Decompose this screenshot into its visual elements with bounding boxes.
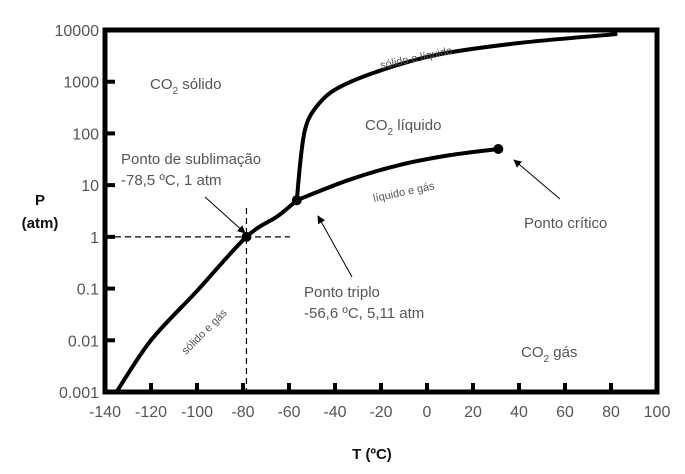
curve-label-solid-gas: sólido e gás	[180, 307, 230, 357]
x-tick-label: -40	[323, 404, 346, 421]
triple-arrow	[317, 215, 353, 278]
x-tick-label: 60	[556, 404, 574, 421]
region-gas-label: CO2 gás	[521, 344, 577, 365]
x-tick-label: -120	[135, 404, 167, 421]
x-tick-label: -140	[89, 404, 121, 421]
sublimation-point-marker	[241, 231, 252, 242]
x-tick-label: 80	[602, 404, 620, 421]
y-tick-label: 1	[90, 230, 99, 247]
phase-boundary-2	[294, 146, 501, 203]
curve-label-liquid-gas: líquido e gás	[372, 180, 436, 205]
critical-point-marker	[493, 143, 504, 154]
y-tick-label: 0.01	[68, 333, 99, 350]
critical-annotation-title: Ponto crítico	[524, 215, 607, 232]
y-tick-label: 1000	[63, 75, 99, 92]
triple-annotation-value: -56,6 ºC, 5,11 atm	[304, 305, 424, 322]
sublimation-arrow	[204, 196, 246, 234]
y-tick-label: 100	[72, 126, 99, 143]
phase-boundary-1	[294, 32, 618, 203]
sublimation-annotation-title: Ponto de sublimação	[121, 151, 261, 168]
x-tick-label: -80	[231, 404, 254, 421]
x-tick-label: 100	[644, 404, 671, 421]
triple-annotation-title: Ponto triplo	[304, 284, 380, 301]
sublimation-annotation-value: -78,5 ºC, 1 atm	[121, 172, 222, 189]
y-tick-label: 0.1	[77, 282, 99, 299]
curve-label-solid-liquid: sólido e líquido	[379, 45, 453, 72]
phase-boundary-0	[114, 198, 299, 394]
x-tick-label: -60	[277, 404, 300, 421]
x-tick-label: 40	[510, 404, 528, 421]
y-axis-label-unit: (atm)	[22, 215, 59, 232]
triple-point-marker	[291, 195, 302, 206]
y-tick-label: 10	[81, 178, 99, 195]
x-tick-label: 20	[464, 404, 482, 421]
x-tick-label: -100	[181, 404, 213, 421]
y-tick-label: 10000	[55, 23, 100, 40]
region-solid-label: CO2 sólido	[150, 76, 221, 97]
y-tick-label: 0.001	[59, 385, 99, 402]
x-tick-label: 0	[423, 404, 432, 421]
region-liquid-label: CO2 líquido	[365, 117, 441, 138]
critical-arrow	[513, 159, 561, 200]
y-axis-label-p: P	[35, 192, 45, 209]
x-axis-label: T (ºC)	[352, 446, 392, 463]
x-tick-label: -20	[369, 404, 392, 421]
